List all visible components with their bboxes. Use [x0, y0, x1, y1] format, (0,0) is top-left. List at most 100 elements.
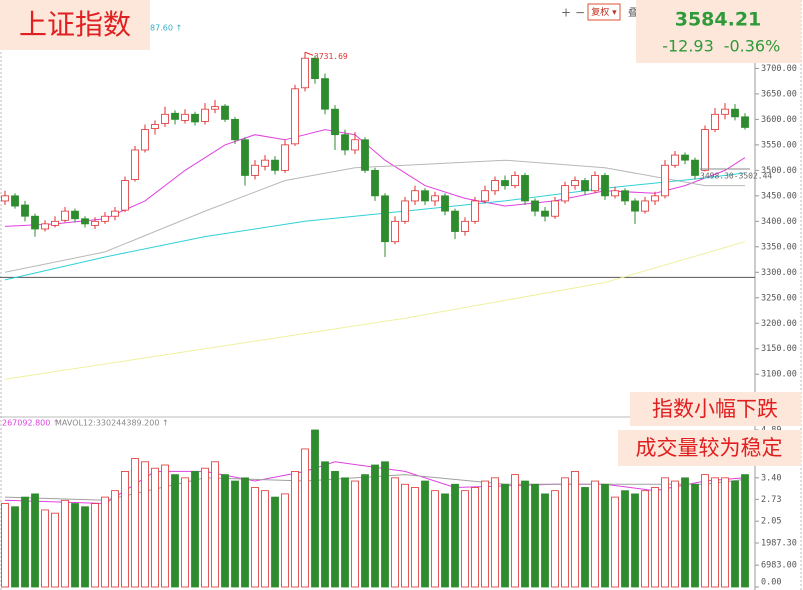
candle-body	[231, 118, 239, 141]
volume-bar	[201, 467, 209, 588]
volume-bar	[111, 490, 119, 588]
y-tick-label: 3.40	[761, 473, 781, 483]
volume-bar	[381, 461, 389, 588]
overlay-button[interactable]: 叠	[628, 7, 638, 19]
restore-button-box[interactable]	[587, 3, 621, 21]
note-box	[618, 430, 801, 466]
volume-bar	[541, 493, 549, 588]
candle-body	[561, 185, 569, 202]
candle-body	[71, 210, 79, 220]
candle-body	[601, 175, 609, 197]
candle-body	[641, 200, 649, 212]
volume-bar	[461, 490, 469, 588]
annotation: 3498.30-3502.44	[700, 172, 772, 181]
y-tick-label: 3700.00	[761, 64, 797, 74]
volume-bar	[341, 477, 349, 588]
volume-bar	[731, 480, 739, 588]
volume-bar	[81, 506, 89, 588]
volume-bar	[701, 474, 709, 588]
volume-bar	[71, 503, 79, 588]
volume-bar	[411, 487, 419, 588]
volume-bar	[101, 496, 109, 588]
volume-bar	[21, 496, 29, 588]
volume-bar	[421, 480, 429, 588]
volume-bar	[151, 467, 159, 588]
volume-bar	[431, 490, 439, 588]
volume-bar	[501, 483, 509, 588]
candle-body	[481, 190, 489, 202]
volume-bar	[551, 490, 559, 588]
zoom-out[interactable]: −	[575, 6, 585, 20]
volume-bar	[651, 487, 659, 588]
candle-body	[681, 154, 689, 161]
y-tick-label: 3650.00	[761, 89, 797, 99]
volume-bar	[691, 483, 699, 588]
ma-line	[4, 241, 746, 380]
candle-body	[61, 210, 69, 221]
volume-bar	[141, 461, 149, 588]
volume-bar	[621, 490, 629, 588]
volume-bar	[451, 483, 459, 588]
volume-bar	[91, 503, 99, 588]
volume-bar	[181, 477, 189, 588]
candle-body	[521, 175, 529, 202]
candle-body	[251, 164, 259, 176]
y-tick-label: 3500.00	[761, 166, 797, 176]
volume-bar	[581, 487, 589, 588]
candle-body	[31, 215, 39, 230]
volume-bar	[671, 480, 679, 588]
candle-body	[91, 220, 99, 226]
y-tick-label: 3400.00	[761, 217, 797, 227]
candle-body	[531, 200, 539, 212]
volume-bar	[401, 483, 409, 588]
volume-bar	[41, 509, 49, 588]
candle-body	[1, 195, 9, 202]
volume-bar	[721, 477, 729, 588]
candle-body	[361, 139, 369, 171]
plot: 3100.00 3150.00 3200.00 3250.00 3300.00 3350.…	[0, 52, 797, 588]
candle-body	[41, 223, 49, 230]
y-tick-label: 3200.00	[761, 319, 797, 329]
candle-body	[431, 195, 439, 202]
candle-body	[131, 149, 139, 180]
volume-bar	[121, 471, 129, 588]
candle-body	[171, 112, 179, 120]
volume-bar	[601, 483, 609, 588]
candle-body	[661, 164, 669, 197]
candle-body	[541, 210, 549, 217]
candle-body	[401, 200, 409, 222]
volume-bar	[231, 480, 239, 588]
candle-body	[391, 220, 399, 243]
candle-body	[111, 210, 119, 217]
volume-bar	[371, 464, 379, 588]
volume-bar	[1, 503, 9, 588]
candle-body	[671, 154, 679, 166]
volume-bar	[161, 464, 169, 588]
volume-bar	[631, 493, 639, 588]
zoom-in[interactable]: +	[561, 6, 571, 20]
change-pct: -0.36%	[724, 37, 781, 56]
candle-body	[271, 159, 279, 171]
candle-body	[221, 105, 229, 120]
ma-line	[4, 129, 746, 227]
candle-body	[121, 180, 129, 211]
candle-body	[701, 129, 709, 171]
volume-bar	[471, 487, 479, 588]
y-tick-label: 3250.00	[761, 293, 797, 303]
candle-body	[11, 195, 19, 207]
quote-box	[636, 0, 801, 63]
candle-body	[21, 204, 29, 217]
candle-body	[731, 108, 739, 118]
volume-bar	[391, 477, 399, 588]
note-box	[630, 392, 801, 426]
candle-body	[451, 210, 459, 232]
ma-line	[4, 159, 745, 273]
y-tick-label: 0.00	[761, 578, 781, 588]
restore-button[interactable]: 复权 ▾	[591, 6, 617, 18]
candle-body	[141, 129, 149, 151]
candle-body	[301, 57, 309, 89]
volume-bar	[301, 448, 309, 588]
volume-bar	[441, 493, 449, 588]
y-tick-label: 1987.30	[761, 539, 797, 549]
